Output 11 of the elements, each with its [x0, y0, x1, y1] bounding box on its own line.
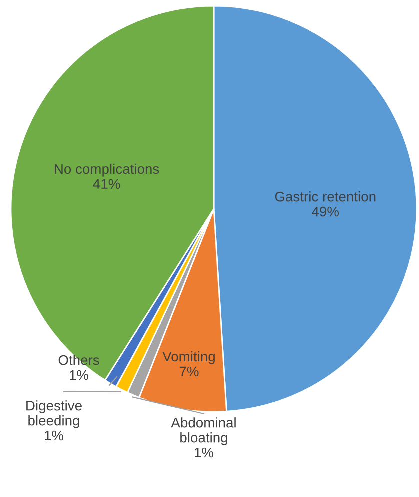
slice-label: Digestive bleeding — [26, 400, 82, 428]
slice-label: Gastric retention — [275, 192, 376, 202]
slice-label: Abdominal bloating — [171, 418, 236, 446]
slice-label: No complications — [55, 164, 160, 177]
data-label: 1% — [195, 448, 214, 458]
data-label: 49% — [312, 206, 339, 217]
data-label: 7% — [180, 366, 199, 377]
data-label: 41% — [93, 179, 120, 190]
slice-label: Vomiting — [162, 351, 215, 364]
data-label: 1% — [70, 370, 89, 380]
data-label: 1% — [45, 430, 64, 441]
